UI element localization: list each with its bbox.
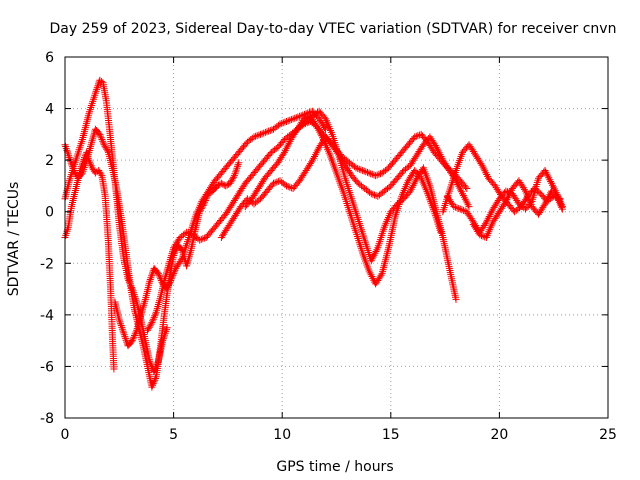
y-tick-label: 4 bbox=[45, 102, 54, 118]
series-track-11 bbox=[469, 177, 566, 241]
series-track-9 bbox=[439, 141, 564, 216]
x-tick-label: 15 bbox=[382, 427, 400, 443]
y-tick-label: 0 bbox=[45, 205, 54, 221]
x-tick-label: 20 bbox=[490, 427, 508, 443]
y-tick-label: 2 bbox=[45, 153, 54, 169]
plot-frame bbox=[64, 56, 609, 419]
series-track-4 bbox=[111, 107, 330, 350]
y-tick-label: 6 bbox=[45, 50, 54, 66]
series-track-8 bbox=[289, 107, 460, 303]
y-tick-label: -2 bbox=[40, 256, 54, 272]
y-tick-label: -6 bbox=[40, 359, 54, 375]
chart-title: Day 259 of 2023, Sidereal Day-to-day VTE… bbox=[50, 21, 617, 37]
x-axis-label: GPS time / hours bbox=[276, 459, 393, 475]
x-tick-label: 25 bbox=[599, 427, 617, 443]
x-tick-label: 0 bbox=[61, 427, 70, 443]
x-tick-label: 10 bbox=[273, 427, 291, 443]
y-tick-label: -8 bbox=[40, 411, 54, 427]
y-tick-label: -4 bbox=[40, 308, 54, 324]
series-markers bbox=[289, 107, 460, 303]
y-axis-label: SDTVAR / TECUs bbox=[6, 182, 22, 297]
series-markers bbox=[111, 107, 330, 350]
data-series bbox=[61, 76, 566, 391]
series-markers bbox=[439, 141, 564, 216]
series-markers bbox=[469, 177, 566, 241]
axis-ticks: 0 5 10 15 20 25 -8 -6 -4 -2 0 2 4 6 bbox=[40, 50, 617, 443]
x-tick-label: 5 bbox=[169, 427, 178, 443]
